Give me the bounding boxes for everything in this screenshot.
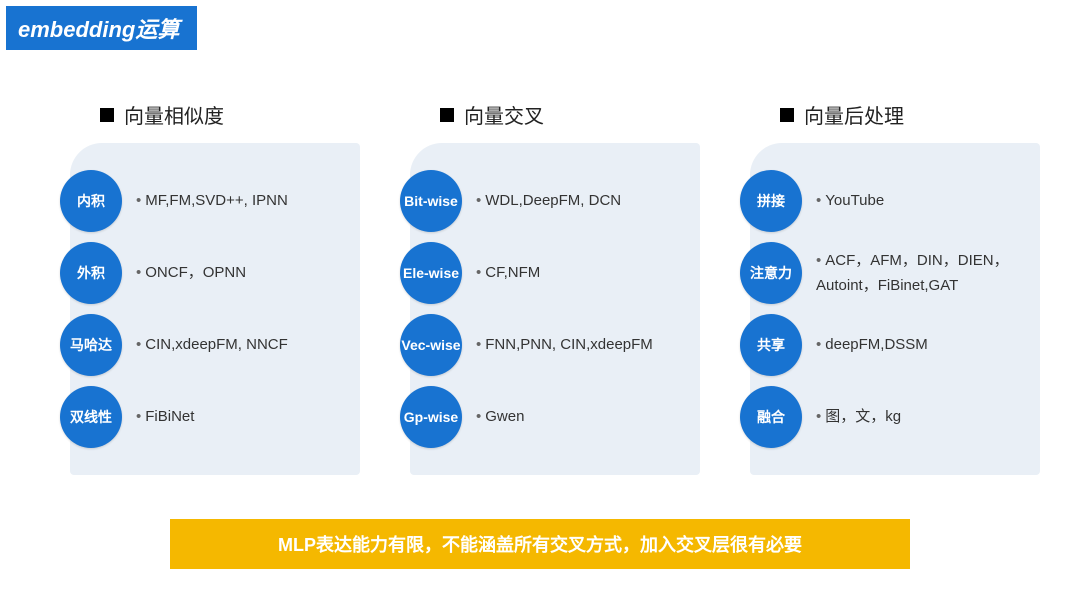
desc-text: WDL,DeepFM, DCN — [485, 192, 621, 209]
item-desc: •deepFM,DSSM — [802, 332, 1028, 358]
circle-label: 注意力 — [740, 242, 802, 304]
circle-label: 双线性 — [60, 386, 122, 448]
column-similarity: 向量相似度 内积 •MF,FM,SVD++, IPNN 外积 •ONCF，OPN… — [70, 100, 360, 475]
desc-text: FNN,PNN, CIN,xdeepFM — [485, 336, 653, 353]
list-item: 双线性 •FiBiNet — [70, 385, 348, 449]
item-desc: •CIN,xdeepFM, NNCF — [122, 332, 348, 358]
square-bullet-icon — [100, 108, 114, 122]
circle-label: 马哈达 — [60, 314, 122, 376]
list-item: Bit-wise •WDL,DeepFM, DCN — [410, 169, 688, 233]
column-header: 向量相似度 — [100, 100, 360, 129]
item-desc: •Gwen — [462, 404, 688, 430]
circle-label: 共享 — [740, 314, 802, 376]
circle-label: 内积 — [60, 170, 122, 232]
item-desc: •ACF，AFM，DIN，DIEN，Autoint，FiBinet,GAT — [802, 248, 1028, 299]
item-desc: •MF,FM,SVD++, IPNN — [122, 188, 348, 214]
list-item: Vec-wise •FNN,PNN, CIN,xdeepFM — [410, 313, 688, 377]
desc-text: 图，文，kg — [825, 408, 901, 425]
desc-text: CF,NFM — [485, 264, 540, 281]
circle-label: 拼接 — [740, 170, 802, 232]
desc-text: deepFM,DSSM — [825, 336, 928, 353]
item-desc: •WDL,DeepFM, DCN — [462, 188, 688, 214]
list-item: 共享 •deepFM,DSSM — [750, 313, 1028, 377]
desc-text: ACF，AFM，DIN，DIEN，Autoint，FiBinet,GAT — [816, 252, 1009, 295]
footer-callout: MLP表达能力有限，不能涵盖所有交叉方式，加入交叉层很有必要 — [170, 519, 910, 569]
column-cross: 向量交叉 Bit-wise •WDL,DeepFM, DCN Ele-wise … — [410, 100, 700, 475]
item-desc: •YouTube — [802, 188, 1028, 214]
list-item: Ele-wise •CF,NFM — [410, 241, 688, 305]
item-desc: •FNN,PNN, CIN,xdeepFM — [462, 332, 688, 358]
desc-text: ONCF，OPNN — [145, 264, 246, 281]
list-item: 注意力 •ACF，AFM，DIN，DIEN，Autoint，FiBinet,GA… — [750, 241, 1028, 305]
list-item: Gp-wise •Gwen — [410, 385, 688, 449]
list-item: 融合 •图，文，kg — [750, 385, 1028, 449]
item-desc: •图，文，kg — [802, 404, 1028, 430]
circle-label: 融合 — [740, 386, 802, 448]
list-item: 外积 •ONCF，OPNN — [70, 241, 348, 305]
desc-text: YouTube — [825, 192, 884, 209]
column-header-text: 向量交叉 — [464, 100, 544, 129]
desc-text: Gwen — [485, 408, 524, 425]
column-header-text: 向量相似度 — [124, 100, 224, 129]
circle-label: Bit-wise — [400, 170, 462, 232]
square-bullet-icon — [440, 108, 454, 122]
square-bullet-icon — [780, 108, 794, 122]
desc-text: MF,FM,SVD++, IPNN — [145, 192, 288, 209]
circle-label: Vec-wise — [400, 314, 462, 376]
circle-label: Gp-wise — [400, 386, 462, 448]
panel: Bit-wise •WDL,DeepFM, DCN Ele-wise •CF,N… — [410, 143, 700, 475]
list-item: 内积 •MF,FM,SVD++, IPNN — [70, 169, 348, 233]
column-header-text: 向量后处理 — [804, 100, 904, 129]
desc-text: CIN,xdeepFM, NNCF — [145, 336, 288, 353]
item-desc: •FiBiNet — [122, 404, 348, 430]
item-desc: •CF,NFM — [462, 260, 688, 286]
page-title: embedding运算 — [6, 6, 197, 50]
columns-container: 向量相似度 内积 •MF,FM,SVD++, IPNN 外积 •ONCF，OPN… — [70, 100, 1040, 475]
column-header: 向量交叉 — [440, 100, 700, 129]
column-postprocess: 向量后处理 拼接 •YouTube 注意力 •ACF，AFM，DIN，DIEN，… — [750, 100, 1040, 475]
circle-label: Ele-wise — [400, 242, 462, 304]
list-item: 拼接 •YouTube — [750, 169, 1028, 233]
desc-text: FiBiNet — [145, 408, 194, 425]
panel: 拼接 •YouTube 注意力 •ACF，AFM，DIN，DIEN，Autoin… — [750, 143, 1040, 475]
circle-label: 外积 — [60, 242, 122, 304]
panel: 内积 •MF,FM,SVD++, IPNN 外积 •ONCF，OPNN 马哈达 … — [70, 143, 360, 475]
list-item: 马哈达 •CIN,xdeepFM, NNCF — [70, 313, 348, 377]
item-desc: •ONCF，OPNN — [122, 260, 348, 286]
column-header: 向量后处理 — [780, 100, 1040, 129]
